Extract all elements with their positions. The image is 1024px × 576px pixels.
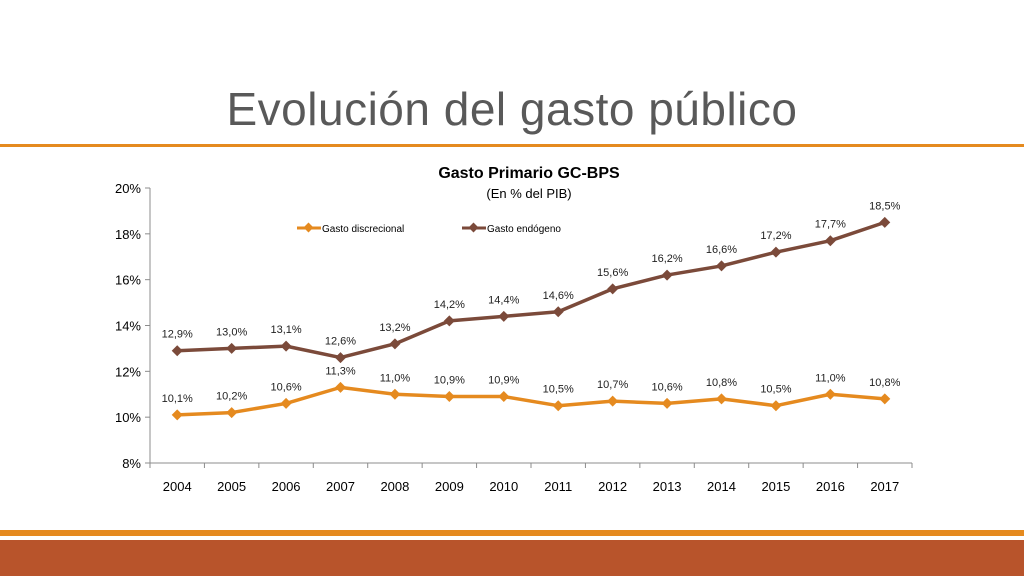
- data-point: [335, 381, 346, 393]
- data-label: 13,2%: [379, 322, 410, 334]
- legend-label: Gasto discrecional: [322, 224, 404, 235]
- x-tick-label: 2006: [272, 479, 301, 494]
- data-label: 17,7%: [815, 219, 846, 231]
- data-label: 13,0%: [216, 326, 247, 338]
- data-label: 10,1%: [162, 393, 193, 405]
- x-tick-label: 2017: [870, 479, 899, 494]
- data-label: 15,6%: [597, 267, 628, 279]
- data-label: 14,2%: [434, 299, 465, 311]
- series-line: [177, 385, 885, 417]
- x-tick-label: 2016: [816, 479, 845, 494]
- data-point: [498, 391, 510, 403]
- data-point: [443, 391, 455, 403]
- data-point: [552, 306, 564, 318]
- series-line: [177, 220, 886, 360]
- data-point: [607, 395, 619, 407]
- data-point: [171, 345, 183, 357]
- page-title: Evolución del gasto público: [226, 83, 798, 135]
- y-tick-label: 8%: [122, 456, 141, 471]
- chart-axes: 8% 10% 12% 14% 16% 18% 20% 2004 2005 2006 2007 2008…: [115, 181, 913, 494]
- data-label: 14,6%: [543, 290, 574, 302]
- x-tick-label: 2015: [761, 479, 790, 494]
- data-label: 16,2%: [651, 253, 682, 265]
- data-point: [879, 393, 891, 405]
- data-label: 16,6%: [706, 244, 737, 256]
- data-label: 13,1%: [270, 324, 301, 336]
- data-point: [280, 340, 292, 352]
- data-point: [824, 235, 836, 247]
- x-tick-label: 2005: [217, 479, 246, 494]
- data-point: [171, 409, 183, 421]
- data-label: 11,0%: [815, 372, 846, 384]
- y-tick-label: 20%: [115, 181, 141, 196]
- data-point: [552, 400, 564, 412]
- data-point: [879, 216, 891, 228]
- data-label: 10,5%: [543, 384, 574, 396]
- data-label: 17,2%: [760, 230, 791, 242]
- data-point: [716, 260, 727, 272]
- x-tick-label: 2014: [707, 479, 736, 494]
- data-point: [824, 388, 836, 400]
- data-point: [335, 352, 346, 364]
- y-tick-label: 18%: [115, 227, 141, 242]
- data-label: 11,0%: [380, 372, 411, 384]
- footer-band: [0, 540, 1024, 576]
- y-tick-label: 16%: [115, 273, 141, 288]
- x-tick-label: 2012: [598, 479, 627, 494]
- x-tick-label: 2013: [653, 479, 682, 494]
- data-point: [443, 315, 455, 327]
- y-tick-label: 14%: [115, 319, 141, 334]
- title-divider: [0, 144, 1024, 147]
- data-label: 10,9%: [488, 375, 519, 387]
- data-label: 10,2%: [216, 391, 247, 403]
- chart-plot-area: 10,1% 10,2% 10,6% 11,3% 11,0% 10,9% 10,9% 10,5%…: [162, 200, 901, 421]
- data-label: 10,6%: [270, 381, 301, 393]
- data-point: [661, 397, 673, 409]
- data-label: 10,8%: [869, 377, 900, 389]
- x-tick-label: 2007: [326, 479, 355, 494]
- data-point: [280, 397, 292, 409]
- legend-label: Gasto endógeno: [487, 224, 561, 235]
- data-point: [716, 393, 727, 405]
- data-label: 14,4%: [488, 294, 519, 306]
- data-point: [607, 283, 619, 295]
- data-label: 10,7%: [597, 379, 628, 391]
- legend-marker: [303, 222, 314, 233]
- data-label: 11,3%: [325, 365, 356, 377]
- chart-title: Gasto Primario GC-BPS: [438, 165, 620, 182]
- data-point: [770, 246, 782, 258]
- x-tick-label: 2009: [435, 479, 464, 494]
- x-tick-label: 2010: [489, 479, 518, 494]
- chart-subtitle: (En % del PIB): [486, 186, 571, 201]
- chart-legend: Gasto discrecional Gasto endógeno: [297, 222, 561, 235]
- footer-accent-line: [0, 530, 1024, 536]
- data-point: [226, 342, 238, 354]
- data-label: 10,5%: [760, 384, 791, 396]
- legend-marker: [468, 222, 479, 233]
- data-point: [498, 310, 510, 322]
- y-tick-label: 12%: [115, 364, 141, 379]
- data-label: 10,6%: [651, 381, 682, 393]
- data-point: [389, 338, 401, 350]
- data-point: [770, 400, 782, 412]
- x-tick-label: 2004: [163, 479, 192, 494]
- data-label: 12,9%: [162, 329, 193, 341]
- data-point: [226, 407, 238, 419]
- y-tick-label: 10%: [115, 410, 141, 425]
- data-point: [389, 388, 401, 400]
- data-point: [661, 269, 673, 281]
- data-label: 12,6%: [325, 336, 356, 348]
- data-label: 10,8%: [706, 377, 737, 389]
- data-label: 18,5%: [869, 200, 900, 212]
- data-label: 10,9%: [434, 375, 465, 387]
- x-tick-label: 2011: [544, 479, 572, 494]
- x-tick-label: 2008: [380, 479, 409, 494]
